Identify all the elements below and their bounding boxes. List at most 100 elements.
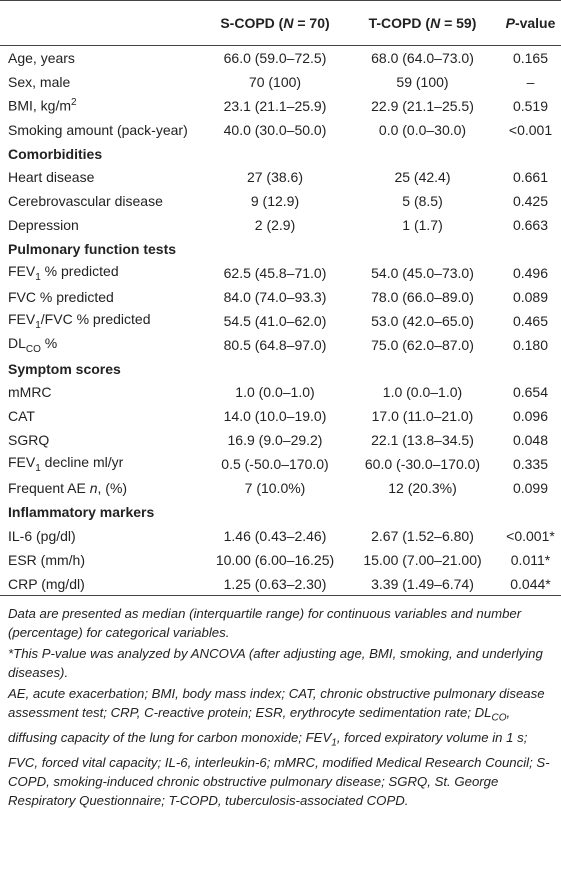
- value-cell: 0.654: [512, 384, 549, 401]
- section-cell: Inflammatory markers: [8, 503, 155, 520]
- value-cell: 1.0 (0.0–1.0): [235, 384, 315, 401]
- text: FEV: [8, 454, 36, 471]
- label-cell: Cerebrovascular disease: [8, 193, 163, 210]
- header-cell: P-value: [500, 0, 561, 46]
- text: Frequent AE: [8, 479, 90, 496]
- label-cell: DLCO %: [0, 333, 205, 357]
- label-cell: FEV1/FVC % predicted: [0, 309, 205, 333]
- value-cell: 54.0 (45.0–73.0): [371, 264, 474, 281]
- label-cell: Smoking amount (pack-year): [8, 121, 188, 138]
- value-cell: 59 (100): [396, 73, 449, 90]
- text: DL: [8, 334, 26, 351]
- value-cell: 2 (2.9): [254, 217, 296, 234]
- section-cell: Comorbidities: [8, 145, 103, 162]
- text: FEV: [8, 310, 36, 327]
- row: FEV1/FVC % predicted 54.5 (41.0–62.0) 53.0…: [0, 309, 561, 333]
- label-cell: IL-6 (pg/dl): [8, 527, 76, 544]
- value-cell: 16.9 (9.0–29.2): [227, 432, 323, 449]
- value-cell: 1.0 (0.0–1.0): [382, 384, 463, 401]
- row: Cerebrovascular disease 9 (12.9) 5 (8.5) 0.…: [0, 189, 561, 213]
- label-cell: CAT: [8, 408, 35, 425]
- section-row: Symptom scores: [0, 357, 561, 381]
- value-cell: 22.9 (21.1–25.5): [371, 97, 474, 114]
- value-cell: 80.5 (64.8–97.0): [223, 336, 327, 353]
- row: FVC % predicted 84.0 (74.0–93.3) 78.0 (66.…: [0, 285, 561, 309]
- section-cell: Symptom scores: [8, 360, 121, 377]
- value-cell: 0.519: [512, 97, 549, 114]
- value-cell: 27 (38.6): [246, 169, 304, 186]
- text: n: [89, 479, 98, 496]
- value-cell: 0.335: [512, 456, 549, 473]
- value-cell: 0.496: [512, 264, 549, 281]
- label-cell: Heart disease: [8, 169, 95, 186]
- value-cell: 0.165: [512, 49, 549, 66]
- text: CO: [25, 343, 41, 355]
- label-cell: ESR (mm/h): [8, 551, 85, 568]
- label-cell: FVC % predicted: [8, 288, 114, 305]
- value-cell: 0.180: [512, 336, 549, 353]
- value-cell: 2.67 (1.52–6.80): [371, 527, 474, 544]
- value-cell: –: [526, 73, 535, 90]
- value-cell: 25 (42.4): [394, 169, 451, 186]
- text: /FVC % predicted: [40, 310, 151, 327]
- data-table: S-COPD (N = 70) T-COPD (N = 59) P-value …: [0, 0, 561, 597]
- value-cell: 0.044*: [500, 571, 561, 597]
- row: CRP (mg/dl) 1.25 (0.63–2.30) 3.39 (1.49–6.…: [0, 571, 561, 597]
- table-body: Age, years 66.0 (59.0–72.5) 68.0 (64.0–73.…: [0, 46, 561, 597]
- footnote: AE, acute exacerbation; BMI, body mass i…: [8, 686, 550, 808]
- value-cell: 0.425: [512, 193, 549, 210]
- value-cell: 68.0 (64.0–73.0): [371, 49, 474, 66]
- row: FEV1 decline ml/yr 0.5 (-50.0–170.0) 60.0 …: [0, 452, 561, 476]
- text: BMI, kg/m: [8, 98, 72, 115]
- value-cell: 23.1 (21.1–25.9): [223, 97, 327, 114]
- value-cell: 0.465: [512, 312, 549, 329]
- row: FEV1 % predicted 62.5 (45.8–71.0) 54.0 (45…: [0, 261, 561, 285]
- text: 1: [35, 462, 41, 474]
- row: Heart disease 27 (38.6) 25 (42.4) 0.661: [0, 165, 561, 189]
- row: BMI, kg/m2 23.1 (21.1–25.9) 22.9 (21.1–25.…: [0, 94, 561, 118]
- value-cell: 14.0 (10.0–19.0): [223, 408, 327, 425]
- label-cell: Age, years: [8, 49, 75, 66]
- label-cell: CRP (mg/dl): [0, 571, 205, 597]
- row: mMRC 1.0 (0.0–1.0) 1.0 (0.0–1.0) 0.654: [0, 380, 561, 404]
- row: SGRQ 16.9 (9.0–29.2) 22.1 (13.8–34.5) 0.048: [0, 428, 561, 452]
- value-cell: 5 (8.5): [402, 193, 443, 210]
- value-cell: <0.001*: [506, 527, 555, 544]
- text: %: [40, 334, 58, 351]
- row: Smoking amount (pack-year) 40.0 (30.0–50.…: [0, 118, 561, 142]
- value-cell: 0.011*: [510, 551, 551, 568]
- value-cell: 0.096: [512, 408, 549, 425]
- value-cell: 84.0 (74.0–93.3): [223, 288, 327, 305]
- header-cell: [0, 0, 205, 46]
- header-row: S-COPD (N = 70) T-COPD (N = 59) P-value: [0, 0, 561, 46]
- row: Age, years 66.0 (59.0–72.5) 68.0 (64.0–73.…: [0, 46, 561, 70]
- value-cell: 22.1 (13.8–34.5): [371, 432, 474, 449]
- row: Depression 2 (2.9) 1 (1.7) 0.663: [0, 213, 561, 237]
- value-cell: 53.0 (42.0–65.0): [371, 312, 474, 329]
- value-cell: 0.663: [512, 217, 549, 234]
- value-cell: 54.5 (41.0–62.0): [223, 312, 327, 329]
- value-cell: 75.0 (62.0–87.0): [371, 336, 474, 353]
- text: 1: [35, 319, 41, 331]
- value-cell: 70 (100): [248, 73, 302, 90]
- value-cell: 0.048: [512, 432, 549, 449]
- value-cell: <0.001: [508, 121, 553, 138]
- value-cell: 10.00 (6.00–16.25): [215, 551, 335, 568]
- label-cell: FEV1 % predicted: [0, 261, 205, 285]
- label-cell: Depression: [8, 217, 79, 234]
- value-cell: 40.0 (30.0–50.0): [223, 121, 327, 138]
- text: , (%): [97, 479, 128, 496]
- header-cell: S-COPD (N = 70): [205, 0, 345, 46]
- value-cell: 62.5 (45.8–71.0): [223, 264, 327, 281]
- footnotes: Data are presented as median (interquart…: [0, 596, 561, 809]
- section-row: Comorbidities: [0, 142, 561, 166]
- section-row: Pulmonary function tests: [0, 237, 561, 261]
- value-cell: 0.661: [512, 169, 549, 186]
- value-cell: 12 (20.3%): [388, 479, 457, 496]
- value-cell: 1 (1.7): [402, 217, 443, 234]
- text: 2: [71, 97, 77, 109]
- footnote: *This P-value was analyzed by ANCOVA (af…: [8, 646, 543, 681]
- value-cell: 1.25 (0.63–2.30): [205, 571, 345, 597]
- header-cell: T-COPD (N = 59): [345, 0, 500, 46]
